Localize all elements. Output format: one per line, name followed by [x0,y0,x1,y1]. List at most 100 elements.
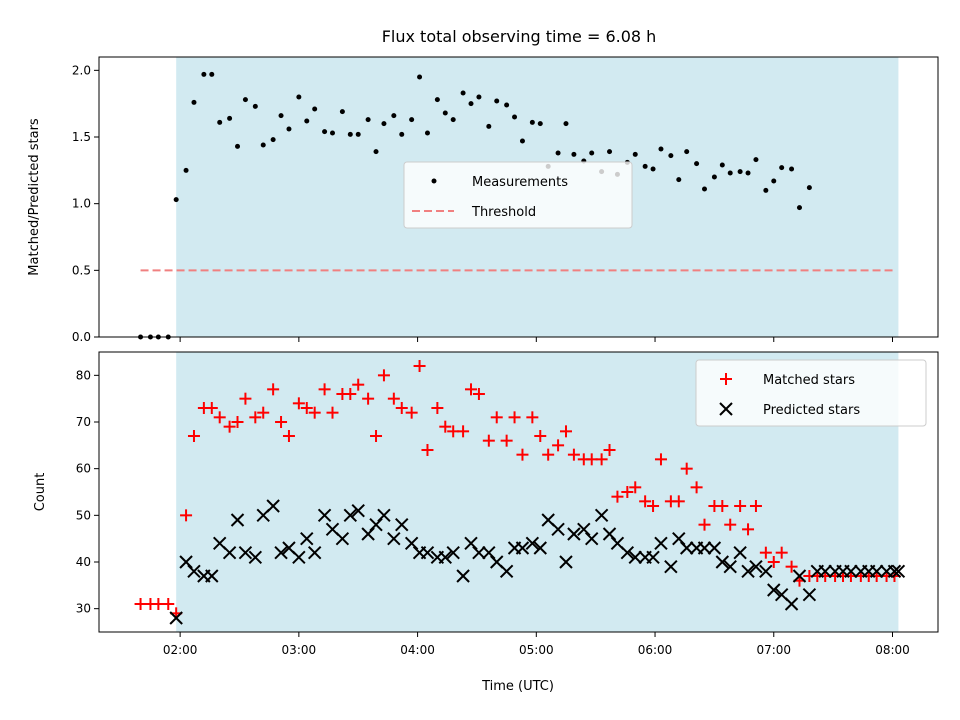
matched-star-point [482,434,495,447]
measurement-point [381,121,387,127]
matched-star-point [759,546,772,559]
measurement-point [286,126,292,132]
matched-star-point [672,495,685,508]
legend-matched-marker [720,373,732,385]
measurement-point [806,185,812,191]
matched-star-point [267,383,280,396]
x-tick-label: 08:00 [875,643,910,657]
measurement-point [322,129,328,135]
legend-matched-label: Matched stars [763,373,855,388]
matched-star-point [559,425,572,438]
top-y-tick-label: 2.0 [72,63,91,77]
top-y-tick-label: 0.0 [72,330,91,344]
matched-star-point [213,411,226,424]
legend-threshold-label: Threshold [471,205,536,220]
predicted-star-point [749,559,763,574]
measurement-point [329,130,335,136]
matched-star-point [542,448,555,461]
measurement-point [745,170,751,176]
legend-predicted-marker [719,402,733,416]
measurement-point [183,167,189,173]
matched-star-point [716,500,729,512]
top-y-tick-label: 1.0 [72,197,91,211]
predicted-star-point [446,545,460,560]
measurement-point [702,186,708,192]
measurement-point [789,166,795,172]
predicted-star-point [187,564,201,579]
matched-star-point [639,495,652,508]
matched-star-point [595,453,608,466]
predicted-star-point [361,527,375,541]
predicted-star-point [515,541,530,555]
predicted-star-point [672,531,686,546]
matched-star-point [370,430,383,442]
matched-star-point [162,598,175,610]
predicted-star-point [723,559,737,574]
matched-star-point [387,392,400,405]
measurement-point [571,151,577,157]
measurement-point [563,121,569,127]
predicted-star-point [533,541,547,555]
predicted-star-point [664,559,678,574]
bottom-legend: Matched stars Predicted stars [695,359,927,427]
matched-star-point [724,518,737,531]
measurement-point [737,169,743,175]
x-tick-label: 03:00 [282,643,317,657]
measurement-point [632,151,638,157]
matched-star-point [362,392,375,405]
measurement-point [296,94,302,100]
bottom-y-tick-label: 60 [76,462,91,476]
bottom-y-tick-label: 40 [76,555,91,569]
x-tick-label: 05:00 [519,643,554,657]
legend-measurements-label: Measurements [472,175,568,190]
matched-star-point [457,425,470,438]
matched-star-point [431,402,444,414]
matched-star-point [318,383,331,396]
matched-star-point [472,388,485,400]
measurement-point [796,205,802,211]
predicted-star-point [733,545,747,560]
bottom-plot-frame [98,351,939,633]
measurement-point [365,117,371,123]
matched-star-point [257,406,270,419]
predicted-star-point [420,545,435,560]
matched-star-point [654,453,667,466]
measurement-point [476,94,482,100]
measurement-point [460,90,466,96]
measurement-point [442,110,448,116]
predicted-star-point [300,531,314,546]
measurement-point [417,74,423,80]
matched-star-point [180,509,193,522]
predicted-star-point [869,564,884,579]
matched-star-point [680,462,693,475]
measurement-point [373,149,379,155]
measurement-point [676,177,682,183]
predicted-star-point [844,564,858,579]
measurement-point [355,131,361,137]
predicted-star-point [482,545,496,560]
matched-star-point [734,500,747,512]
matched-star-point [249,411,262,424]
predicted-star-point [438,550,452,565]
predicted-star-point [274,545,288,560]
predicted-star-point [767,583,781,597]
matched-star-point [405,406,418,419]
measurement-point [711,174,717,180]
predicted-star-point [525,536,540,551]
predicted-star-point [464,536,478,551]
matched-star-point [352,378,365,391]
predicted-star-point [292,550,306,565]
measurement-point [607,149,613,155]
measurement-point [173,197,179,203]
predicted-star-point [567,527,581,541]
predicted-star-point [307,545,322,560]
predicted-star-point [335,531,350,546]
chart-title: Flux total observing time = 6.08 h [382,27,657,46]
measurement-point [201,71,207,77]
matched-star-point [395,402,408,414]
predicted-star-point [472,545,486,560]
predicted-star-point [238,545,253,560]
bottom-y-tick-label: 30 [76,602,91,616]
matched-star-point [205,402,218,414]
